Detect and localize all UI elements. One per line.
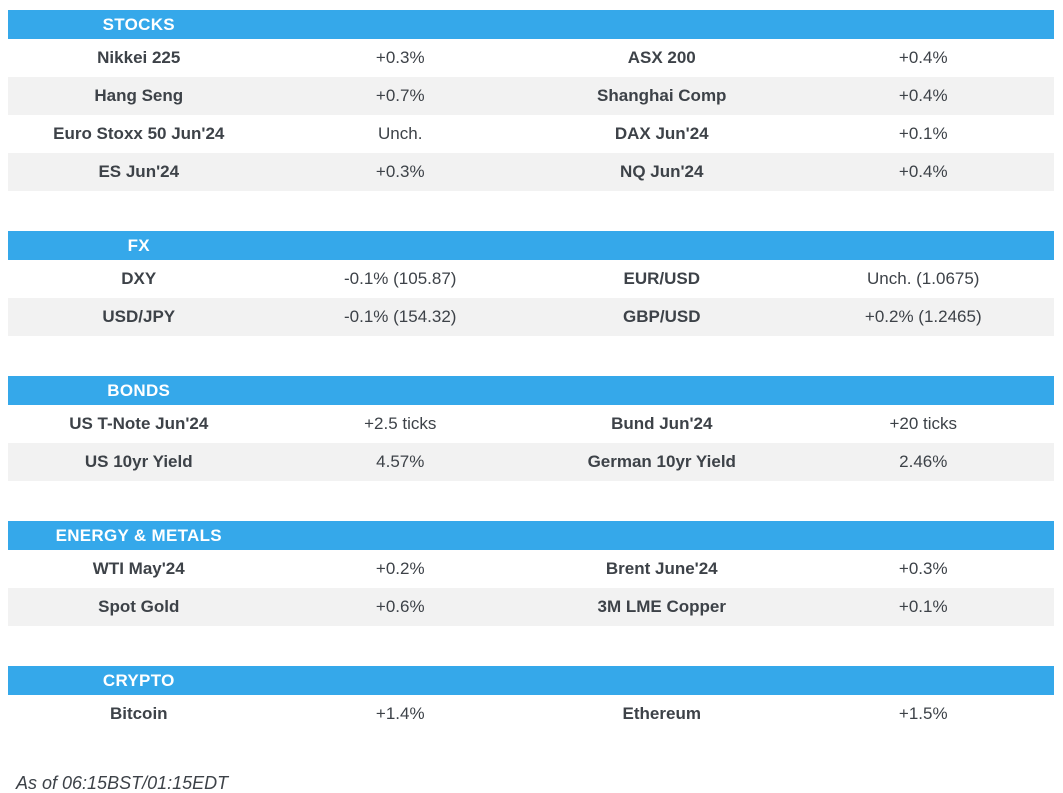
section-header-bar: STOCKS bbox=[8, 10, 1054, 39]
section-title: BONDS bbox=[107, 380, 171, 400]
instrument-name: Nikkei 225 bbox=[97, 48, 181, 67]
instrument-change: +0.4% bbox=[898, 48, 948, 67]
section-bonds: BONDS US T-Note Jun'24 +2.5 ticks Bund J… bbox=[8, 376, 1054, 481]
instrument-change: +0.3% bbox=[898, 559, 948, 578]
instrument-change: +0.4% bbox=[898, 162, 948, 181]
instrument-change: +0.2% bbox=[375, 559, 425, 578]
instrument-change: Unch. (1.0675) bbox=[867, 269, 980, 288]
instrument-change: +20 ticks bbox=[889, 414, 958, 433]
instrument-name: German 10yr Yield bbox=[587, 452, 736, 471]
instrument-name: 3M LME Copper bbox=[597, 597, 726, 616]
table-row: Euro Stoxx 50 Jun'24 Unch. DAX Jun'24 +0… bbox=[8, 115, 1054, 153]
instrument-change: +1.5% bbox=[898, 704, 948, 723]
section-header-bar: FX bbox=[8, 231, 1054, 260]
instrument-change: +0.1% bbox=[898, 597, 948, 616]
instrument-change: +1.4% bbox=[375, 704, 425, 723]
instrument-name: WTI May'24 bbox=[92, 559, 185, 578]
instrument-change: 4.57% bbox=[376, 452, 425, 471]
instrument-name: Shanghai Comp bbox=[597, 86, 727, 105]
instrument-name: US 10yr Yield bbox=[84, 452, 193, 471]
table-row: Hang Seng +0.7% Shanghai Comp +0.4% bbox=[8, 77, 1054, 115]
instrument-name: NQ Jun'24 bbox=[620, 162, 704, 181]
table-row: Spot Gold +0.6% 3M LME Copper +0.1% bbox=[8, 588, 1054, 626]
instrument-change: +0.2% (1.2465) bbox=[864, 307, 982, 326]
table-row: US T-Note Jun'24 +2.5 ticks Bund Jun'24 … bbox=[8, 405, 1054, 443]
section-title: ENERGY & METALS bbox=[55, 525, 222, 545]
instrument-name: ES Jun'24 bbox=[98, 162, 180, 181]
table-row: USD/JPY -0.1% (154.32) GBP/USD +0.2% (1.… bbox=[8, 298, 1054, 336]
instrument-change: 2.46% bbox=[899, 452, 948, 471]
instrument-name: Brent June'24 bbox=[605, 559, 718, 578]
instrument-name: US T-Note Jun'24 bbox=[69, 414, 209, 433]
table-row: Nikkei 225 +0.3% ASX 200 +0.4% bbox=[8, 39, 1054, 77]
instrument-name: Bitcoin bbox=[109, 704, 168, 723]
instrument-name: EUR/USD bbox=[623, 269, 700, 288]
section-fx: FX DXY -0.1% (105.87) EUR/USD Unch. (1.0… bbox=[8, 231, 1054, 336]
instrument-name: Ethereum bbox=[622, 704, 701, 723]
instrument-change: +0.3% bbox=[375, 162, 425, 181]
instrument-change: +0.4% bbox=[898, 86, 948, 105]
table-row: DXY -0.1% (105.87) EUR/USD Unch. (1.0675… bbox=[8, 260, 1054, 298]
instrument-name: Euro Stoxx 50 Jun'24 bbox=[53, 124, 225, 143]
instrument-name: Hang Seng bbox=[94, 86, 184, 105]
instrument-change: +0.1% bbox=[898, 124, 948, 143]
instrument-change: +0.7% bbox=[375, 86, 425, 105]
section-stocks: STOCKS Nikkei 225 +0.3% ASX 200 +0.4% Ha… bbox=[8, 10, 1054, 191]
table-row: ES Jun'24 +0.3% NQ Jun'24 +0.4% bbox=[8, 153, 1054, 191]
section-title: FX bbox=[127, 235, 150, 255]
instrument-name: GBP/USD bbox=[623, 307, 701, 326]
instrument-name: DAX Jun'24 bbox=[614, 124, 709, 143]
timestamp-note: As of 06:15BST/01:15EDT bbox=[16, 773, 229, 793]
table-row: WTI May'24 +0.2% Brent June'24 +0.3% bbox=[8, 550, 1054, 588]
instrument-name: USD/JPY bbox=[102, 307, 176, 326]
instrument-name: Spot Gold bbox=[98, 597, 180, 616]
section-title: CRYPTO bbox=[102, 670, 175, 690]
instrument-name: ASX 200 bbox=[627, 48, 696, 67]
section-header-bar: CRYPTO bbox=[8, 666, 1054, 695]
instrument-name: DXY bbox=[121, 269, 157, 288]
instrument-change: -0.1% (154.32) bbox=[344, 307, 457, 326]
section-crypto: CRYPTO Bitcoin +1.4% Ethereum +1.5% bbox=[8, 666, 1054, 733]
instrument-change: +2.5 ticks bbox=[364, 414, 437, 433]
section-title: STOCKS bbox=[102, 14, 175, 34]
table-row: Bitcoin +1.4% Ethereum +1.5% bbox=[8, 695, 1054, 733]
section-energy-metals: ENERGY & METALS WTI May'24 +0.2% Brent J… bbox=[8, 521, 1054, 626]
instrument-name: Bund Jun'24 bbox=[611, 414, 713, 433]
section-header-bar: ENERGY & METALS bbox=[8, 521, 1054, 550]
section-header-bar: BONDS bbox=[8, 376, 1054, 405]
instrument-change: Unch. bbox=[378, 124, 423, 143]
instrument-change: -0.1% (105.87) bbox=[344, 269, 457, 288]
table-row: US 10yr Yield 4.57% German 10yr Yield 2.… bbox=[8, 443, 1054, 481]
instrument-change: +0.3% bbox=[375, 48, 425, 67]
instrument-change: +0.6% bbox=[375, 597, 425, 616]
